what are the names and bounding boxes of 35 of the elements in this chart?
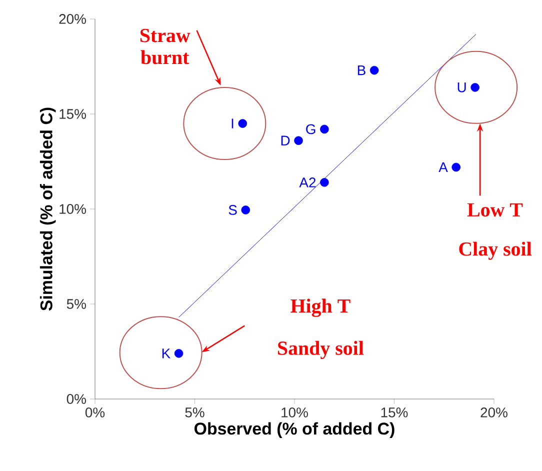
series-label: S — [228, 205, 237, 215]
series-label: I — [232, 118, 234, 128]
series-label: A — [438, 162, 448, 172]
point — [452, 162, 460, 172]
y-tick-label: 10% — [60, 204, 86, 214]
point — [320, 178, 329, 187]
y-tick-label: 20% — [59, 14, 86, 24]
annotation: High T — [290, 298, 350, 317]
x-tick-label: 5% — [185, 408, 204, 418]
series-label: A2 — [299, 178, 316, 188]
y-tick-label: 0% — [66, 394, 86, 404]
point — [470, 82, 480, 92]
annotation: Straw burnt — [140, 28, 190, 64]
x-tick-label: 0% — [85, 408, 105, 418]
x-tick-label: 15% — [381, 408, 408, 418]
series-label: D — [281, 136, 290, 146]
series-label: G — [306, 124, 316, 134]
x-tick-label: 10% — [282, 408, 308, 418]
annotation: Low T — [467, 203, 523, 217]
point — [320, 124, 329, 134]
point — [241, 206, 250, 214]
y-tick-label: 5% — [66, 299, 86, 309]
series-label: K — [162, 348, 170, 358]
x-tick-label: 20% — [480, 408, 508, 418]
series-label: B — [358, 66, 366, 76]
y-tick-label: 15% — [60, 109, 86, 119]
x-axis-title: Observed (% of added C) — [194, 422, 394, 438]
annotation: Clay soil — [459, 242, 532, 260]
point — [238, 119, 248, 128]
y-axis-title: Simulated (% of added C) — [40, 108, 56, 311]
point — [294, 136, 303, 145]
point — [370, 66, 379, 75]
annotation: Sandy soil — [278, 340, 364, 360]
series-label: U — [458, 82, 466, 92]
point — [174, 349, 184, 358]
